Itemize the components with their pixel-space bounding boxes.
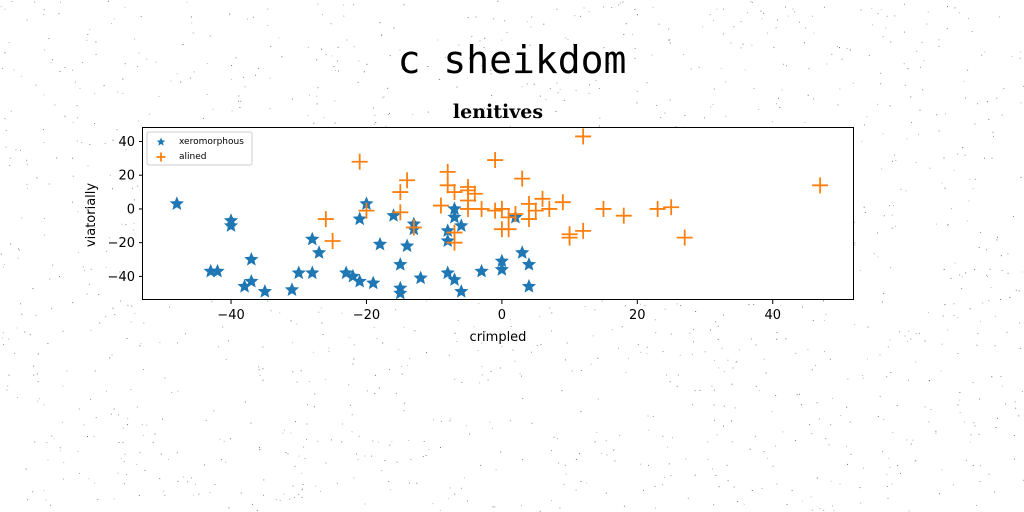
point-xeromorphous xyxy=(440,233,455,248)
point-xeromorphous xyxy=(447,272,462,286)
point-alined xyxy=(527,202,544,219)
point-alined xyxy=(514,170,531,187)
point-xeromorphous xyxy=(474,263,489,278)
point-xeromorphous xyxy=(515,245,530,259)
x-axis-ticks: −40 −20 0 20 40 xyxy=(217,300,781,323)
point-alined xyxy=(399,172,416,189)
point-xeromorphous xyxy=(494,262,510,276)
point-alined xyxy=(358,202,375,219)
point-alined xyxy=(520,195,537,212)
point-alined xyxy=(392,184,409,201)
point-alined xyxy=(507,206,524,222)
figure-suptitle: c sheikdom xyxy=(397,38,627,82)
point-xeromorphous xyxy=(305,265,320,280)
legend-marker xyxy=(156,152,166,162)
point-xeromorphous xyxy=(440,265,455,280)
point-alined xyxy=(317,211,334,228)
point-xeromorphous xyxy=(284,282,300,296)
legend-label: xeromorphous xyxy=(179,137,244,147)
point-alined xyxy=(473,200,490,217)
y-tick-label: −40 xyxy=(108,270,135,285)
point-alined xyxy=(812,177,829,194)
point-alined xyxy=(432,197,449,214)
y-tick-label: −20 xyxy=(108,236,135,251)
point-xeromorphous xyxy=(386,208,401,222)
point-xeromorphous xyxy=(169,196,184,210)
point-alined xyxy=(575,128,592,145)
point-xeromorphous xyxy=(244,273,259,288)
x-tick-label: 0 xyxy=(498,308,506,323)
point-alined xyxy=(460,200,477,217)
point-xeromorphous xyxy=(521,279,537,293)
point-alined xyxy=(561,229,578,246)
point-xeromorphous xyxy=(244,252,259,266)
point-xeromorphous xyxy=(440,223,455,237)
point-xeromorphous xyxy=(237,279,252,293)
point-xeromorphous xyxy=(413,270,428,285)
point-xeromorphous xyxy=(447,201,462,216)
point-alined xyxy=(615,207,632,224)
point-xeromorphous xyxy=(257,284,273,298)
point-alined xyxy=(663,199,680,216)
point-xeromorphous xyxy=(393,285,408,300)
x-tick-label: 40 xyxy=(764,308,781,323)
point-xeromorphous xyxy=(210,263,225,278)
point-xeromorphous xyxy=(352,273,367,288)
point-xeromorphous xyxy=(447,209,462,224)
point-xeromorphous xyxy=(311,245,327,259)
chart-title: lenitives xyxy=(453,101,543,123)
legend-marker xyxy=(156,137,166,146)
y-axis-label: viatorially xyxy=(84,183,99,247)
point-alined xyxy=(487,202,504,219)
point-alined xyxy=(439,163,456,180)
point-xeromorphous xyxy=(393,257,408,271)
point-alined xyxy=(392,204,409,221)
x-axis-label: crimpled xyxy=(470,330,527,345)
point-alined xyxy=(676,229,693,246)
point-alined xyxy=(351,153,368,170)
point-xeromorphous xyxy=(223,218,239,232)
point-alined xyxy=(405,219,422,236)
point-alined xyxy=(446,184,463,201)
point-alined xyxy=(466,185,483,202)
point-xeromorphous xyxy=(494,253,510,268)
legend: xeromorphous alined xyxy=(146,131,253,166)
point-alined xyxy=(649,200,666,217)
y-axis-ticks: −40 −20 0 20 40 xyxy=(108,135,143,285)
point-xeromorphous xyxy=(399,238,415,253)
plot-frame xyxy=(142,127,854,300)
point-alined xyxy=(541,200,558,217)
y-tick-label: 40 xyxy=(118,135,135,150)
x-tick-label: −20 xyxy=(353,308,380,323)
point-xeromorphous xyxy=(366,275,381,290)
point-alined xyxy=(446,234,463,251)
y-tick-label: 20 xyxy=(118,169,135,184)
point-alined xyxy=(520,211,537,228)
point-alined xyxy=(324,232,341,249)
point-xeromorphous xyxy=(305,231,320,246)
point-alined xyxy=(439,177,456,194)
point-xeromorphous xyxy=(454,218,469,232)
x-tick-label: −40 xyxy=(217,308,244,323)
point-xeromorphous xyxy=(352,211,367,226)
point-xeromorphous xyxy=(372,236,388,251)
plot-area xyxy=(143,128,854,300)
legend-label: alined xyxy=(179,152,206,162)
plot-marks xyxy=(143,128,854,300)
point-alined xyxy=(487,152,504,169)
point-alined xyxy=(493,200,510,217)
point-xeromorphous xyxy=(291,265,306,280)
point-alined xyxy=(500,221,517,238)
point-alined xyxy=(595,200,612,217)
x-tick-label: 20 xyxy=(629,308,646,323)
point-xeromorphous xyxy=(521,257,537,271)
y-tick-label: 0 xyxy=(127,202,135,217)
point-alined xyxy=(534,190,551,207)
point-alined xyxy=(460,179,477,196)
point-alined xyxy=(554,194,571,211)
legend-box xyxy=(146,131,253,166)
point-alined xyxy=(575,222,592,239)
point-xeromorphous xyxy=(454,284,469,298)
